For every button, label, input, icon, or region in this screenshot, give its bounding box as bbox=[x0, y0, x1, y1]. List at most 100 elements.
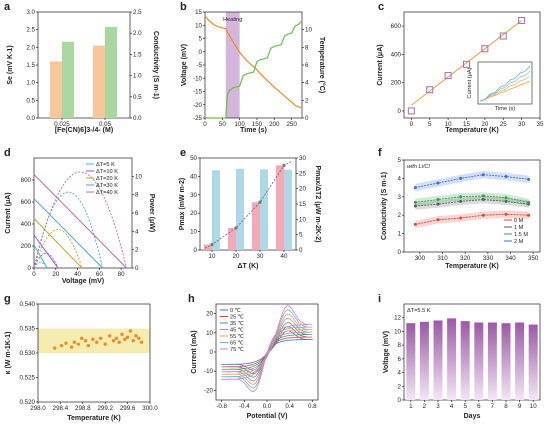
plot-frame bbox=[403, 303, 541, 401]
data-point bbox=[481, 45, 489, 53]
y-axis-tick-label: 400 bbox=[21, 221, 32, 228]
y-axis-tick-label: 2.5 bbox=[26, 27, 35, 34]
x-axis-tick-label: 299.6 bbox=[120, 405, 136, 412]
bar-voltage bbox=[487, 322, 497, 400]
y-axis-tick-label: 10 bbox=[195, 22, 202, 29]
data-point bbox=[504, 212, 508, 216]
bar-voltage bbox=[433, 320, 443, 400]
bar-pmax bbox=[204, 244, 212, 250]
inset-line bbox=[479, 65, 531, 102]
y2-axis-tick-label: 4 bbox=[305, 80, 309, 87]
y-axis-tick-label: 40 bbox=[190, 173, 197, 180]
bar-pmax bbox=[252, 202, 260, 250]
y2-axis-tick-label: 20 bbox=[299, 186, 306, 193]
y-axis-tick-label: 2.0 bbox=[26, 44, 35, 51]
y2-axis-tick-label: 30 bbox=[299, 155, 306, 162]
y2-axis-tick-label: 2.0 bbox=[133, 30, 142, 37]
x-axis-tick-label: 0.4 bbox=[285, 403, 294, 410]
x-axis-tick-label: 299.2 bbox=[97, 405, 113, 412]
y-axis-tick-label: 0 bbox=[194, 247, 198, 254]
x-axis-label: Time (s) bbox=[240, 127, 267, 134]
x-axis-tick-label: 50 bbox=[219, 121, 226, 128]
data-point bbox=[504, 175, 508, 179]
y2-axis-tick-label: 1.5 bbox=[133, 51, 142, 58]
data-point bbox=[527, 213, 531, 217]
inset-frame bbox=[477, 61, 533, 105]
y-axis-tick-label: 2 bbox=[398, 212, 402, 219]
x-axis-tick-label: 20 bbox=[52, 271, 59, 278]
x-axis-label: Temperature (K) bbox=[67, 415, 121, 422]
y-axis-tick-label: 0.520 bbox=[20, 399, 36, 406]
cv-loop bbox=[221, 322, 313, 378]
x-axis-tick-label: 0 bbox=[410, 121, 414, 128]
data-point bbox=[131, 339, 135, 343]
x-tick-label: 9 bbox=[518, 403, 522, 410]
y-axis-tick-label: 0.5 bbox=[26, 97, 35, 104]
x-axis-tick-label: 0 bbox=[32, 271, 36, 278]
y2-axis-tick-label: 10 bbox=[299, 216, 306, 223]
data-point bbox=[103, 342, 107, 346]
error-band bbox=[415, 210, 529, 229]
y-axis-tick-label: 600 bbox=[391, 23, 402, 30]
x-axis-label: Voltage (mV) bbox=[62, 278, 104, 285]
bar-pmax bbox=[276, 165, 284, 250]
panel-label: c bbox=[378, 1, 384, 13]
data-point bbox=[481, 213, 485, 217]
y2-axis-tick-label: 6 bbox=[305, 62, 309, 69]
bar-voltage bbox=[474, 322, 484, 400]
heating-annotation: Heating bbox=[223, 17, 242, 23]
y2-axis-tick-label: 2 bbox=[305, 97, 309, 104]
legend-label: ΔT=40 K bbox=[96, 190, 118, 196]
series-line bbox=[415, 199, 529, 207]
y-axis-tick-label: -25 bbox=[193, 115, 203, 122]
y2-axis-tick-label: 15 bbox=[299, 201, 306, 208]
x-axis-tick-label: 40 bbox=[74, 271, 81, 278]
data-point bbox=[413, 186, 417, 190]
x-axis-tick-label: 200 bbox=[269, 121, 280, 128]
data-point bbox=[139, 340, 144, 344]
series-line bbox=[415, 174, 529, 189]
y-axis-tick-label: -10 bbox=[204, 368, 214, 375]
y2-axis-label: Temperature (°C) bbox=[318, 37, 326, 93]
trend-point bbox=[258, 200, 262, 204]
y2-axis-tick-label: 2 bbox=[135, 247, 139, 254]
data-point bbox=[53, 346, 57, 350]
data-point bbox=[459, 195, 463, 199]
data-point bbox=[407, 107, 415, 115]
x-tick-label: 8 bbox=[504, 403, 508, 410]
bar-pmax bbox=[228, 227, 236, 250]
cv-loop bbox=[221, 313, 313, 385]
legend-label: 0 M bbox=[514, 218, 524, 224]
y2-axis-tick-label: 10 bbox=[135, 173, 142, 180]
bar-pmax-norm bbox=[236, 168, 244, 250]
y-axis-tick-label: 10 bbox=[206, 330, 213, 337]
panel-e-bar-chart: e 10 20 30 40 0 10 20 30 40 50 0 5 10 15 20 25 30 ΔT (K) Pm… bbox=[179, 147, 321, 270]
y-axis-tick-label: 0 bbox=[28, 265, 32, 272]
y-axis-tick-label: 12 bbox=[394, 315, 401, 322]
y2-axis-tick-label: 0 bbox=[135, 265, 139, 272]
legend-label: 65 ℃ bbox=[230, 341, 245, 347]
data-point bbox=[79, 336, 84, 340]
y-axis-tick-label: 3 bbox=[398, 194, 402, 201]
data-point bbox=[117, 340, 121, 344]
data-point bbox=[481, 198, 485, 202]
bar-voltage bbox=[460, 321, 470, 400]
y-axis-tick-label: 1 bbox=[398, 231, 402, 238]
iv-line bbox=[33, 218, 83, 269]
y2-axis-tick-label: 0.5 bbox=[133, 94, 142, 101]
data-point bbox=[481, 173, 485, 177]
data-point bbox=[436, 202, 440, 206]
power-curve bbox=[33, 229, 83, 269]
y-axis-tick-label: 5 bbox=[398, 157, 402, 164]
x-axis-tick-label: 320 bbox=[460, 255, 471, 262]
data-point bbox=[120, 332, 124, 337]
y-axis-tick-label: 3.0 bbox=[26, 9, 35, 16]
y2-axis-label: Conductivity (S m-1) bbox=[152, 31, 159, 99]
y-axis-label: Current (mA) bbox=[191, 330, 198, 373]
y-axis-tick-label: -20 bbox=[204, 387, 214, 394]
x-axis-tick-label: 35 bbox=[537, 121, 544, 128]
legend-label: 55 ℃ bbox=[230, 334, 245, 340]
y-axis-tick-label: 0 bbox=[398, 397, 402, 404]
